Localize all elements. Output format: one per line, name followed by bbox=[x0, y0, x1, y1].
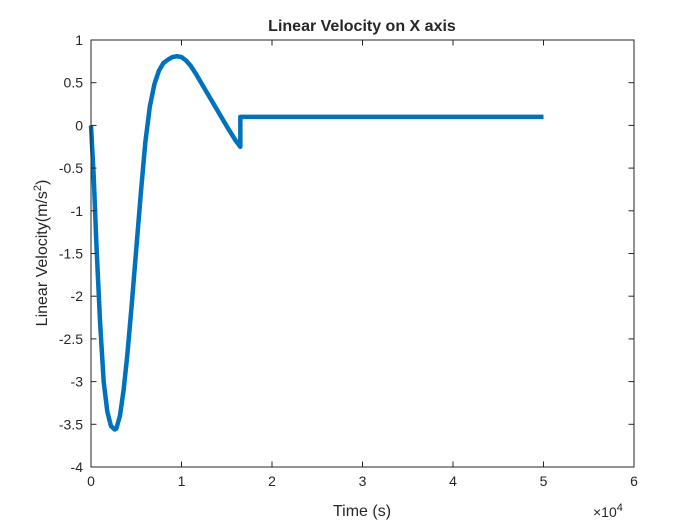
x-axis-exponent-power: 4 bbox=[617, 502, 623, 514]
y-tick-label: -3.5 bbox=[59, 416, 83, 432]
y-tick-label: 0 bbox=[75, 117, 83, 133]
y-axis-title-superscript: 2 bbox=[32, 185, 44, 191]
x-tick-label: 4 bbox=[449, 473, 457, 489]
series-layer bbox=[88, 53, 544, 432]
y-tick-label: 1 bbox=[75, 32, 83, 48]
x-tick-label: 3 bbox=[359, 473, 367, 489]
y-axis-title: Linear Velocity(m/s2) bbox=[32, 180, 51, 327]
series-line bbox=[88, 53, 544, 432]
x-tick-label: 2 bbox=[268, 473, 276, 489]
y-tick-label: -2.5 bbox=[59, 331, 83, 347]
chart-title: Linear Velocity on X axis bbox=[268, 18, 456, 35]
y-tick-label: -1.5 bbox=[59, 246, 83, 262]
x-tick-label: 6 bbox=[630, 473, 638, 489]
tick-layer: 0 1 2 3 4 5 6 1 0.5 0 -0.5 -1 -1.5 -2 -2.5 -3 -3.5 -4 bbox=[59, 32, 638, 489]
x-tick-label: 5 bbox=[540, 473, 548, 489]
y-tick-label: -2 bbox=[71, 288, 84, 304]
y-tick-label: -3 bbox=[71, 374, 84, 390]
plot-area bbox=[91, 40, 634, 467]
y-axis-title-main: Linear Velocity(m/s bbox=[34, 191, 51, 326]
y-tick-label: -1 bbox=[71, 203, 84, 219]
y-axis-title-close: ) bbox=[34, 180, 51, 185]
x-axis-title: Time (s) bbox=[333, 503, 391, 520]
x-tick-label: 0 bbox=[87, 473, 95, 489]
y-tick-label: -4 bbox=[71, 459, 84, 475]
x-axis-exponent: ×104 bbox=[593, 502, 623, 520]
x-axis-exponent-base: ×10 bbox=[593, 504, 617, 520]
x-tick-label: 1 bbox=[178, 473, 186, 489]
y-tick-label: 0.5 bbox=[64, 75, 84, 91]
y-tick-label: -0.5 bbox=[59, 160, 83, 176]
